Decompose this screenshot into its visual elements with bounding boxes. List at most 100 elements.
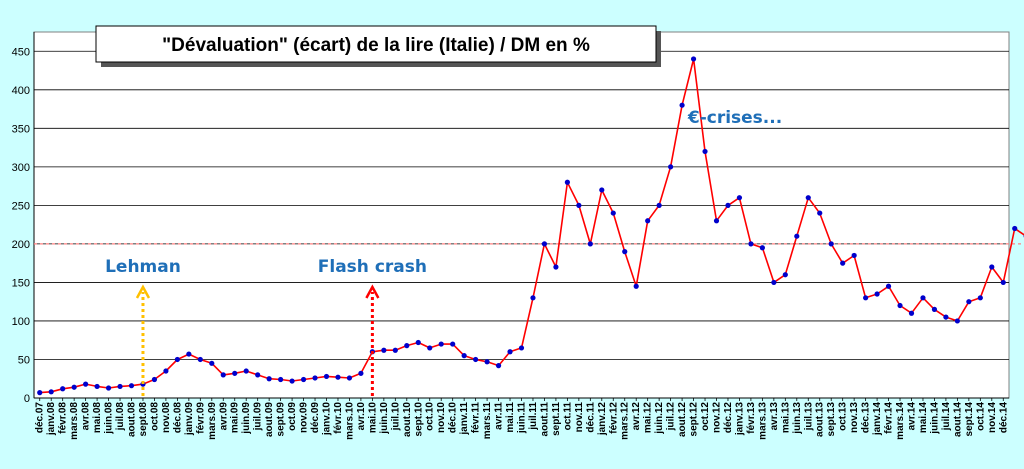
y-axis: 0 50 100 150 200 250 300 350 400 450: [12, 32, 35, 405]
x-tick-label-79: juil.14: [941, 402, 952, 432]
data-point-70: [840, 260, 846, 266]
data-point-65: [782, 272, 788, 278]
data-point-18: [243, 368, 249, 374]
x-tick-label-73: janv.14: [872, 402, 883, 437]
x-tick-label-40: avr.11: [494, 402, 505, 430]
x-tick-label-47: nov.11: [574, 402, 585, 433]
x-tick-label-15: mars.09: [207, 402, 218, 440]
data-point-40: [495, 363, 502, 369]
x-tick-label-80: aout.14: [952, 402, 963, 437]
x-tick-label-49: janv.12: [597, 402, 608, 437]
annotation-arrowhead-1: [365, 284, 380, 299]
x-tick-label-3: mars.08: [69, 402, 80, 440]
data-point-74: [885, 283, 892, 289]
data-point-32: [404, 343, 410, 349]
data-point-13: [186, 351, 192, 357]
data-point-54: [656, 202, 662, 208]
x-tick-label-84: déc.14: [998, 402, 1009, 434]
x-tick-label-55: juil.12: [666, 402, 677, 432]
y-tick-label-250: 250: [12, 200, 30, 212]
x-tick-label-22: oct.09: [287, 402, 298, 431]
data-point-26: [335, 374, 341, 380]
chart-title-box: "Dévaluation" (écart) de la lire (Italie…: [95, 25, 661, 67]
data-point-84: [1000, 279, 1006, 286]
data-point-24: [312, 375, 318, 381]
data-point-4: [83, 381, 89, 387]
data-point-81: [966, 299, 972, 305]
x-tick-label-51: mars.12: [620, 402, 631, 440]
x-tick-label-45: sept.11: [551, 402, 562, 436]
x-tick-label-41: mai.11: [505, 402, 516, 433]
data-point-17: [232, 370, 238, 376]
x-tick-label-81: sept.14: [964, 402, 975, 437]
x-tick-label-82: oct.14: [975, 402, 986, 431]
x-tick-label-34: oct.10: [425, 402, 436, 431]
data-point-48: [587, 241, 593, 247]
data-point-82: [977, 295, 983, 301]
title-box: [95, 25, 657, 63]
data-point-41: [507, 349, 513, 355]
x-tick-label-7: juil.08: [115, 402, 126, 432]
x-tick-label-39: mars.11: [482, 402, 493, 440]
data-point-50: [610, 210, 616, 216]
data-point-36: [450, 341, 456, 347]
data-point-78: [931, 306, 938, 312]
data-point-80: [954, 318, 960, 324]
x-tick-label-54: juin.12: [654, 402, 665, 435]
plot-area: [33, 31, 1010, 399]
x-tick-label-0: déc.07: [35, 402, 46, 434]
x-axis: déc.07 janv.08 févr.08 mars.08 avr.08 mai.08 j…: [34, 397, 1009, 440]
x-tick-label-23: nov.09: [299, 402, 310, 433]
data-point-63: [759, 245, 765, 251]
x-tick-label-59: nov.12: [712, 402, 723, 433]
data-point-3: [71, 384, 77, 390]
data-point-6: [105, 385, 112, 391]
x-tick-label-33: sept.10: [413, 402, 424, 437]
x-tick-label-18: juin.09: [241, 402, 252, 435]
data-point-52: [633, 283, 639, 289]
x-tick-label-70: oct.13: [838, 402, 849, 431]
data-point-23: [300, 376, 307, 383]
x-tick-label-56: aout.12: [677, 402, 688, 437]
x-tick-label-30: juin.10: [379, 402, 390, 435]
data-point-76: [908, 310, 915, 316]
x-tick-label-63: mars.13: [757, 402, 768, 440]
x-tick-label-24: déc.09: [310, 402, 321, 434]
x-tick-label-43: juil.11: [528, 402, 539, 431]
data-point-0: [37, 390, 43, 396]
data-point-44: [541, 241, 548, 247]
data-point-37: [461, 353, 467, 359]
x-tick-label-21: sept.09: [276, 402, 287, 437]
data-point-7: [117, 383, 123, 390]
x-tick-label-58: oct.12: [700, 402, 711, 431]
data-point-19: [255, 372, 261, 378]
x-tick-label-9: sept.08: [138, 402, 149, 437]
y-tick-label-0: 0: [24, 393, 30, 405]
data-point-30: [381, 347, 387, 353]
data-point-43: [530, 295, 536, 301]
x-tick-label-13: janv.09: [184, 402, 195, 437]
data-point-53: [645, 218, 651, 224]
x-tick-label-17: mai.09: [230, 402, 241, 434]
data-point-38: [473, 356, 479, 363]
series-group: [37, 56, 1024, 396]
annotation-arrowhead-0: [135, 284, 151, 299]
data-point-39: [484, 359, 490, 365]
x-tick-label-57: sept.12: [689, 402, 700, 437]
x-tick-label-78: juin.14: [929, 402, 940, 435]
x-tick-label-75: mars.14: [895, 402, 906, 440]
y-tick-label-450: 450: [12, 46, 30, 58]
data-point-71: [851, 252, 857, 259]
x-tick-label-44: aout.11: [539, 402, 550, 437]
data-point-60: [725, 202, 731, 208]
x-tick-label-62: févr.13: [746, 402, 757, 434]
y-tick-label-400: 400: [12, 85, 30, 97]
data-point-45: [553, 264, 559, 270]
data-point-22: [289, 378, 295, 384]
x-tick-label-50: févr.12: [608, 402, 619, 434]
data-point-46: [564, 179, 570, 185]
data-point-11: [163, 368, 169, 374]
x-tick-label-42: juin.11: [517, 402, 528, 435]
y-tick-label-150: 150: [12, 277, 30, 289]
